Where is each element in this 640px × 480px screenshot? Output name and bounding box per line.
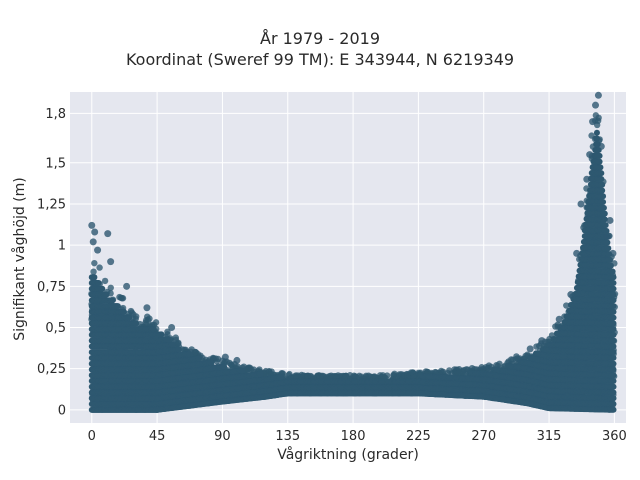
data-point (175, 346, 182, 353)
x-tick-label: 270 (471, 429, 496, 444)
data-point (146, 315, 153, 322)
data-point (101, 277, 109, 285)
data-point (383, 372, 391, 379)
data-point (164, 328, 171, 335)
chart-subtitle: Koordinat (Sweref 99 TM): E 343944, N 62… (125, 50, 515, 69)
data-point (107, 284, 114, 292)
y-tick-label: 1,25 (37, 197, 66, 212)
data-point (91, 259, 98, 267)
data-point (150, 326, 157, 333)
data-point (164, 336, 171, 343)
x-tick-label: 0 (88, 429, 96, 444)
y-tick-label: 0,25 (37, 362, 66, 377)
x-tick-label: 45 (149, 429, 166, 444)
y-tick-label: 0,5 (45, 321, 66, 336)
data-point (91, 274, 98, 281)
x-axis-ticks: 0 45 90 135 180 225 270 315 360 (88, 429, 627, 444)
data-point (169, 341, 176, 348)
chart-title: År 1979 - 2019 (260, 29, 380, 48)
y-tick-label: 0,75 (37, 280, 66, 295)
y-tick-label: 1,8 (45, 107, 66, 122)
data-point (95, 280, 102, 287)
x-tick-label: 180 (341, 429, 366, 444)
data-point (121, 308, 128, 315)
data-point (103, 291, 110, 298)
y-tick-label: 1 (58, 239, 66, 254)
x-tick-label: 90 (214, 429, 231, 444)
data-point (186, 350, 193, 357)
x-tick-label: 135 (275, 429, 300, 444)
y-axis-ticks: 0 0,25 0,5 0,75 1 1,25 1,5 1,8 (37, 107, 66, 418)
data-point (126, 314, 133, 321)
data-point (152, 319, 160, 326)
y-tick-label: 0 (58, 403, 66, 418)
data-point (221, 363, 228, 370)
data-point (158, 331, 165, 338)
x-tick-label: 225 (406, 429, 431, 444)
data-point (195, 355, 202, 362)
data-point (109, 297, 116, 304)
data-points (88, 91, 619, 413)
x-tick-label: 360 (602, 429, 627, 444)
data-point (96, 264, 103, 271)
data-point (99, 285, 106, 292)
data-point (119, 295, 127, 302)
x-tick-label: 315 (537, 429, 562, 444)
data-point (90, 268, 97, 275)
data-point (133, 320, 140, 327)
y-tick-label: 1,5 (45, 156, 66, 171)
data-point (208, 359, 215, 366)
data-point (114, 303, 121, 310)
